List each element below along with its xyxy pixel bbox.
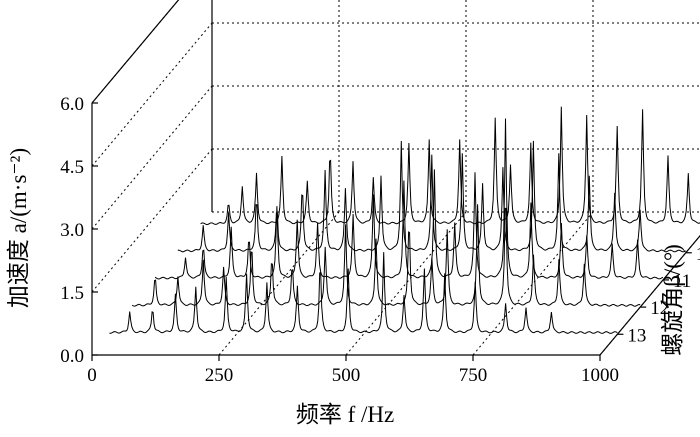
x-tick-label: 500 [332,365,361,386]
x-tick-label: 250 [205,365,234,386]
y-tick-label: 4.5 [60,157,84,178]
grid-y-side [91,22,213,167]
x-tick-label: 1000 [581,365,619,386]
grid-lines [91,0,700,356]
x-axis-label: 频率 f /Hz [296,402,394,427]
z-tick-label: 13 [627,325,646,346]
x-tick-label: 0 [87,365,97,386]
grid-y-side [91,85,213,230]
grid-y-side [91,148,213,293]
grid-y-side [91,0,180,104]
z-axis-label: 螺旋角β/(°) [660,244,685,356]
axes [91,0,700,356]
z-tick-label: 10 [696,244,700,265]
y-tick-label: 6.0 [60,94,84,115]
y-tick-label: 3.0 [60,220,84,241]
series-trace-13 [109,252,618,334]
z-tick-label: 11 [673,271,691,292]
series-group [109,106,700,334]
y-tick-label: 1.5 [60,283,84,304]
x-tick-label: 750 [459,365,488,386]
series-trace-12 [131,204,641,307]
top-edge-line [91,0,180,104]
y-axis-label: 加速度 a/(m·s⁻²) [6,148,31,308]
z-axis-line [599,234,700,356]
z-tick-label: 12 [650,298,669,319]
series-trace-11 [154,118,664,280]
series-trace-10 [177,140,687,253]
grid-x-floor [345,211,467,356]
y-tick-label: 0.0 [60,346,84,367]
series-trace-9 [200,106,700,226]
